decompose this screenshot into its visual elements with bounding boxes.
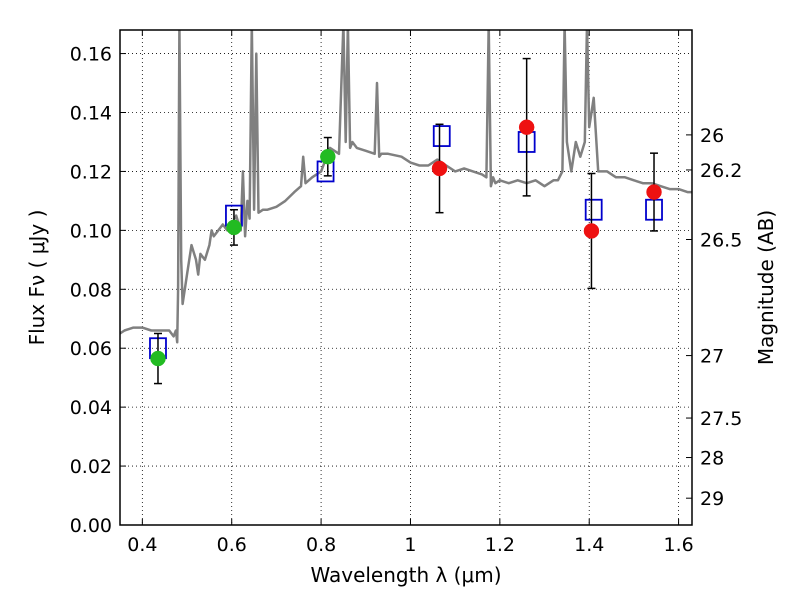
x-tick-label: 0.4 [127, 534, 157, 556]
y-tick-label: 0.08 [70, 279, 112, 301]
y-tick-label: 0.10 [70, 220, 112, 242]
y-tick-label: 0.04 [70, 397, 112, 419]
data-point [320, 148, 336, 165]
right-tick-label: 27 [700, 346, 724, 368]
y-tick-label: 0.12 [70, 161, 112, 183]
right-axis-label: Magnitude (AB) [754, 210, 778, 365]
plot-area [120, 30, 692, 385]
right-tick-label: 26.5 [700, 229, 742, 251]
y-tick-label: 0.02 [70, 456, 112, 478]
x-tick-label: 1.4 [574, 534, 604, 556]
right-tick-label: 27.5 [700, 408, 742, 430]
spectrum-line [120, 30, 692, 344]
data-point [518, 119, 535, 135]
x-tick-label: 0.6 [217, 534, 247, 556]
grid [120, 30, 692, 525]
right-tick-label: 26 [700, 125, 724, 147]
plot-frame [119, 29, 693, 526]
y-axis-label: Flux Fν ( μJy ) [25, 210, 49, 346]
x-tick-label: 1.2 [485, 534, 515, 556]
x-tick-label: 1.6 [663, 534, 693, 556]
ticks: 0.4 0.6 0.8 1 1.2 1.4 1.6 0.00 0.02 0.04 0.06 0.08 0… [70, 30, 742, 556]
model-square-marker [432, 125, 451, 147]
data-point [226, 219, 242, 236]
y-tick-label: 0.16 [70, 44, 112, 66]
x-tick-label: 0.8 [306, 534, 336, 556]
data-point [150, 350, 166, 367]
data-point [646, 184, 662, 200]
y-tick-label: 0.14 [70, 103, 112, 125]
right-tick-label: 26.2 [700, 160, 742, 182]
x-axis-label: Wavelength λ (μm) [310, 563, 501, 587]
model-square-marker [584, 198, 603, 221]
y-tick-label: 0.06 [70, 338, 112, 360]
x-tick-label: 1 [404, 534, 416, 556]
data-point [583, 223, 600, 239]
y-tick-label: 0.00 [70, 515, 112, 537]
right-tick-label: 28 [700, 448, 724, 470]
right-tick-label: 29 [700, 488, 724, 510]
data-point [431, 160, 448, 177]
